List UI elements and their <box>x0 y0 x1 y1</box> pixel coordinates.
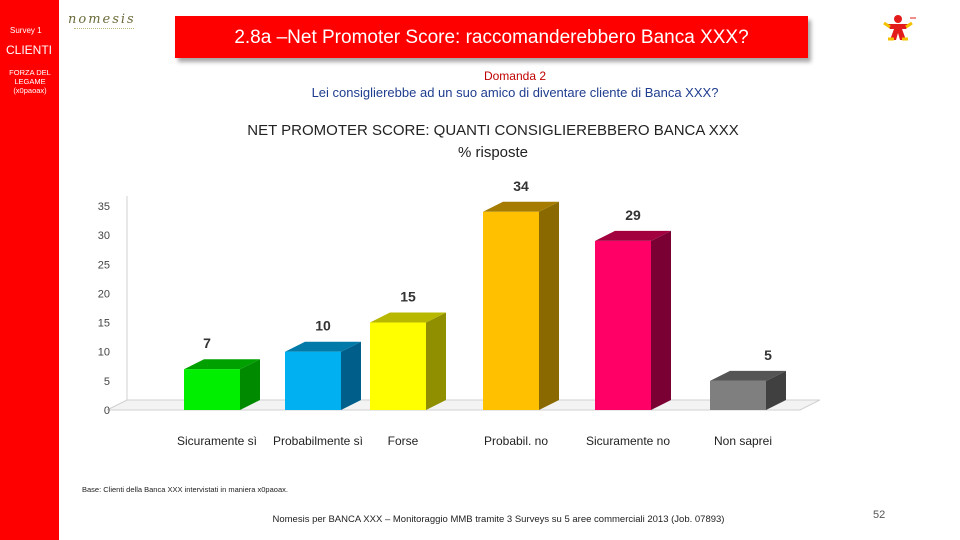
logo-text: nomesis <box>68 12 136 27</box>
survey-label: Survey 1 <box>10 26 42 35</box>
y-tick-label: 25 <box>98 259 110 271</box>
x-tick-label: Probabilmente sì <box>273 434 363 448</box>
title-bar: 2.8a –Net Promoter Score: raccomanderebb… <box>175 16 808 58</box>
bar-side <box>539 201 559 410</box>
bar-top <box>483 201 559 212</box>
chart-subtitle: % risposte <box>457 144 529 161</box>
chart-title: NET PROMOTER SCORE: QUANTI CONSIGLIEREBB… <box>247 122 739 139</box>
bar <box>595 240 651 410</box>
bar-side <box>341 341 361 410</box>
bar-side <box>766 370 786 410</box>
bar-chart: 0 5 10 15 20 25 30 35 7 Sicuramente sì 10 Probabilm… <box>98 178 820 448</box>
bar <box>285 351 341 410</box>
data-label: 7 <box>203 335 211 351</box>
subsection-label: FORZA DEL LEGAME (x0paoax) <box>9 68 51 95</box>
bar-side <box>651 230 671 410</box>
sidebar: Survey 1 CLIENTI FORZA DEL LEGAME (x0pao… <box>0 0 59 540</box>
y-tick-label: 0 <box>104 405 110 417</box>
x-tick-label: Forse <box>388 434 419 448</box>
x-tick-label: Probabil. no <box>484 434 548 448</box>
bar-top <box>285 341 361 352</box>
bar <box>710 380 766 410</box>
bar <box>370 322 426 410</box>
data-label: 34 <box>513 178 529 194</box>
bar <box>184 369 240 410</box>
bar-top <box>184 359 260 370</box>
x-tick-label: Non saprei <box>714 434 772 448</box>
x-tick-label: Sicuramente no <box>586 434 670 448</box>
logo-underline <box>74 28 134 32</box>
nomesis-logo: nomesis <box>68 12 142 36</box>
page-number: 52 <box>873 509 886 521</box>
y-tick-label: 5 <box>104 376 110 388</box>
chart-title-block: NET PROMOTER SCORE: QUANTI CONSIGLIEREBB… <box>0 120 960 164</box>
bar-top <box>710 370 786 381</box>
bar <box>483 211 539 410</box>
data-label: 29 <box>625 207 641 223</box>
bar-side <box>240 359 260 410</box>
y-tick-label: 10 <box>98 347 110 359</box>
data-label: 5 <box>764 347 772 363</box>
bar-side <box>426 312 446 410</box>
data-label: 10 <box>315 318 331 334</box>
bar-top <box>595 230 671 241</box>
bar-top <box>370 312 446 323</box>
page-title: 2.8a –Net Promoter Score: raccomanderebb… <box>234 27 749 48</box>
y-tick-label: 20 <box>98 288 110 300</box>
x-tick-label: Sicuramente sì <box>177 434 257 448</box>
footer-note: Nomesis per BANCA XXX – Monitoraggio MMB… <box>272 514 725 525</box>
question-number: Domanda 2 <box>483 69 547 83</box>
y-tick-label: 30 <box>98 230 110 242</box>
mascot-icon <box>883 15 916 41</box>
y-tick-label: 15 <box>98 318 110 330</box>
base-note: Base: Clienti della Banca XXX intervista… <box>82 485 288 494</box>
section-label: CLIENTI <box>6 43 53 57</box>
question-text: Lei consiglierebbe ad un suo amico di di… <box>311 85 719 100</box>
y-tick-label: 35 <box>98 201 110 213</box>
data-label: 15 <box>400 289 416 305</box>
